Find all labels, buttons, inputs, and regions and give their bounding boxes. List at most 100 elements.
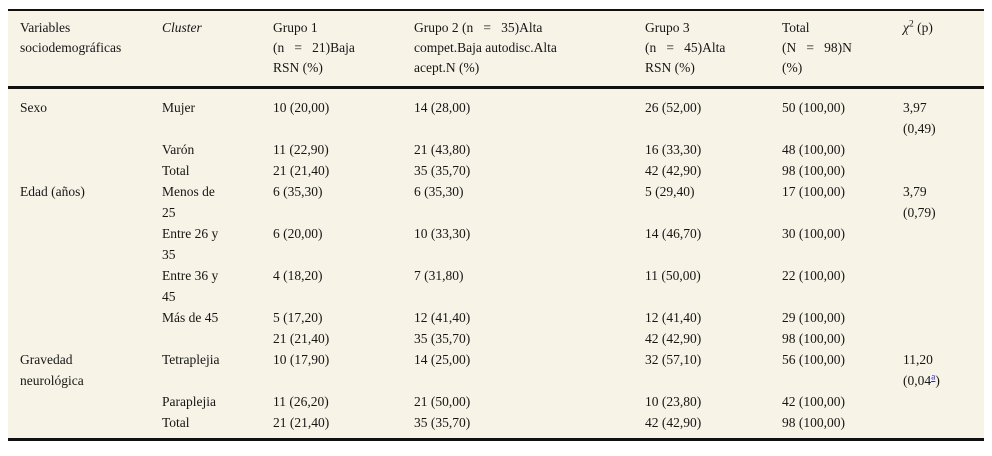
table-row: Edad (años) Menos de 25 6 (35,30) 6 (35,3… — [8, 181, 984, 223]
header-line: (%) — [782, 60, 803, 75]
table-row: Sexo Mujer 10 (20,00) 14 (28,00) 26 (52,… — [8, 88, 984, 140]
header-line: RSN (%) — [273, 60, 323, 75]
table-row: Varón 11 (22,90) 21 (43,80) 16 (33,30) 4… — [8, 139, 984, 160]
cell-grupo3: 42 (42,90) — [645, 415, 702, 430]
cell-total: 17 (100,00) — [782, 184, 845, 199]
header-line: sociodemográficas — [20, 40, 122, 55]
cell-grupo3: 42 (42,90) — [645, 331, 702, 346]
col-header-grupo2: Grupo 2 (n = 35)Alta compet.Baja autodisc… — [414, 11, 645, 89]
cell-grupo3: 16 (33,30) — [645, 142, 702, 157]
cell-variable: Sexo — [20, 100, 47, 115]
cell-variable — [8, 160, 162, 181]
sociodemographic-table: Variables sociodemográficas Cluster Grupo… — [8, 11, 984, 438]
header-line: Grupo 1 — [273, 20, 318, 35]
chi-p-label: (p) — [913, 20, 933, 35]
cell-category — [162, 328, 273, 349]
cell-grupo2: 12 (41,40) — [414, 310, 471, 325]
cell-category: Varón — [162, 142, 195, 157]
cell-chi-squared — [903, 307, 984, 328]
cell-chi-squared — [903, 328, 984, 349]
cell-variable: Gravedad neurológica — [20, 352, 84, 388]
cell-grupo2: 7 (31,80) — [414, 268, 464, 283]
cell-chi-squared — [903, 139, 984, 160]
chi-p-value: (0,04 — [903, 373, 932, 388]
cell-grupo2: 10 (33,30) — [414, 226, 471, 241]
col-header-grupo3: Grupo 3 (n = 45)Alta RSN (%) — [645, 11, 782, 89]
col-header-total: Total (N = 98)N (%) — [782, 11, 903, 89]
cell-category: Entre 36 y 45 — [162, 268, 219, 304]
header-row: Variables sociodemográficas Cluster Grupo… — [8, 11, 984, 89]
cell-grupo2: 21 (43,80) — [414, 142, 471, 157]
header-line: RSN (%) — [645, 60, 695, 75]
cell-chi-squared — [903, 160, 984, 181]
cell-category: Total — [162, 415, 190, 430]
cell-chi-squared: 3,97 (0,49) — [903, 100, 936, 136]
cell-category: Tetraplejia — [162, 352, 220, 367]
cell-chi-squared — [903, 223, 984, 265]
cell-total: 30 (100,00) — [782, 226, 845, 241]
header-line: Variables — [20, 20, 71, 35]
cell-grupo1: 11 (26,20) — [273, 394, 329, 409]
header-line: (n = 45)Alta — [645, 40, 726, 55]
cell-grupo1: 21 (21,40) — [273, 331, 330, 346]
cell-category: Entre 26 y 35 — [162, 226, 219, 262]
cell-chi-squared — [903, 391, 984, 412]
cell-chi-squared: 11,20 (0,04a) — [903, 352, 940, 388]
cell-chi-squared: 3,79 (0,79) — [903, 184, 936, 220]
footnote-a-link[interactable]: a — [931, 372, 936, 383]
header-line: Cluster — [162, 20, 202, 35]
cell-grupo2: 35 (35,70) — [414, 415, 471, 430]
cell-category: Mujer — [162, 100, 195, 115]
cell-grupo2: 6 (35,30) — [414, 184, 464, 199]
cell-grupo2: 14 (28,00) — [414, 100, 471, 115]
header-line: Grupo 3 — [645, 20, 690, 35]
cell-category: Más de 45 — [162, 310, 219, 325]
cell-variable — [8, 328, 162, 349]
header-line: compet.Baja autodisc.Alta — [414, 40, 557, 55]
table-row: Total 21 (21,40) 35 (35,70) 42 (42,90) 9… — [8, 160, 984, 181]
table-row: Gravedad neurológica Tetraplejia 10 (17,9… — [8, 349, 984, 391]
table-row: Paraplejia 11 (26,20) 21 (50,00) 10 (23,… — [8, 391, 984, 412]
cell-grupo1: 21 (21,40) — [273, 415, 330, 430]
cell-total: 22 (100,00) — [782, 268, 845, 283]
sociodemographic-table-sheet: Variables sociodemográficas Cluster Grupo… — [8, 9, 984, 441]
cell-variable — [8, 265, 162, 307]
cell-grupo3: 32 (57,10) — [645, 352, 702, 367]
cell-grupo1: 5 (17,20) — [273, 310, 323, 325]
cell-variable — [8, 412, 162, 438]
cell-grupo3: 42 (42,90) — [645, 163, 702, 178]
table-row: Total 21 (21,40) 35 (35,70) 42 (42,90) 9… — [8, 412, 984, 438]
chi-symbol: χ — [903, 20, 909, 35]
cell-grupo1: 21 (21,40) — [273, 163, 330, 178]
table-row: Entre 26 y 35 6 (20,00) 10 (33,30) 14 (46… — [8, 223, 984, 265]
cell-grupo3: 14 (46,70) — [645, 226, 702, 241]
cell-total: 50 (100,00) — [782, 100, 845, 115]
cell-chi-squared — [903, 265, 984, 307]
cell-grupo3: 11 (50,00) — [645, 268, 701, 283]
col-header-cluster: Cluster — [162, 11, 273, 89]
cell-total: 98 (100,00) — [782, 163, 845, 178]
cell-grupo2: 21 (50,00) — [414, 394, 471, 409]
col-header-chi-squared: χ2 (p) — [903, 11, 984, 89]
cell-grupo3: 26 (52,00) — [645, 100, 702, 115]
cell-total: 48 (100,00) — [782, 142, 845, 157]
cell-grupo1: 4 (18,20) — [273, 268, 323, 283]
table-row: Entre 36 y 45 4 (18,20) 7 (31,80) 11 (50,… — [8, 265, 984, 307]
cell-grupo3: 10 (23,80) — [645, 394, 702, 409]
cell-grupo1: 6 (20,00) — [273, 226, 323, 241]
col-header-variables: Variables sociodemográficas — [8, 11, 162, 89]
cell-grupo1: 11 (22,90) — [273, 142, 329, 157]
header-line: Total — [782, 20, 810, 35]
cell-chi-squared — [903, 412, 984, 438]
chi-p-close: ) — [935, 373, 940, 388]
cell-variable — [8, 391, 162, 412]
cell-variable — [8, 307, 162, 328]
cell-grupo1: 10 (20,00) — [273, 100, 330, 115]
cell-total: 98 (100,00) — [782, 331, 845, 346]
cell-grupo2: 14 (25,00) — [414, 352, 471, 367]
cell-category: Menos de 25 — [162, 184, 215, 220]
cell-total: 29 (100,00) — [782, 310, 845, 325]
cell-grupo2: 35 (35,70) — [414, 163, 471, 178]
cell-category: Paraplejia — [162, 394, 216, 409]
chi-exponent: 2 — [908, 19, 914, 30]
